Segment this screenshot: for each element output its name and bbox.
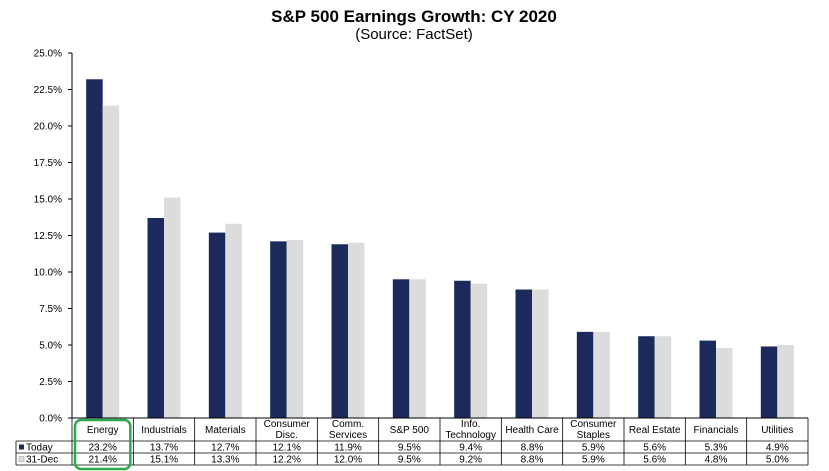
- category-label: Comm.: [332, 419, 364, 430]
- bar-31-dec: [164, 197, 181, 418]
- data-label: 5.9%: [582, 443, 605, 454]
- data-label: 4.9%: [766, 443, 789, 454]
- y-tick-label: 2.5%: [39, 377, 62, 388]
- category-label: Disc.: [276, 430, 298, 441]
- y-tick-label: 12.5%: [34, 231, 62, 242]
- bar-today: [638, 336, 655, 418]
- category-label: Industrials: [141, 425, 187, 436]
- bar-31-dec: [225, 223, 242, 418]
- bar-31-dec: [777, 345, 794, 418]
- bar-31-dec: [102, 105, 120, 418]
- legend-series-label: 31-Dec: [26, 455, 58, 466]
- category-label: Consumer: [570, 419, 617, 430]
- bar-31-dec: [348, 242, 365, 418]
- bar-today: [576, 331, 594, 418]
- bar-today: [760, 346, 778, 418]
- chart-subtitle: (Source: FactSet): [355, 26, 473, 43]
- y-tick-label: 10.0%: [34, 268, 62, 279]
- data-label: 12.7%: [211, 443, 239, 454]
- data-label: 9.5%: [398, 455, 421, 466]
- bar-today: [454, 280, 471, 418]
- category-label: Consumer: [264, 419, 311, 430]
- data-label: 8.8%: [521, 455, 544, 466]
- category-label: Materials: [205, 425, 246, 436]
- y-tick-label: 7.5%: [39, 304, 62, 315]
- bar-31-dec: [593, 331, 610, 418]
- data-label: 12.0%: [334, 455, 362, 466]
- axes: [71, 53, 808, 419]
- bars: [86, 79, 794, 418]
- data-table: Energy Industrials MaterialsConsumerDisc.C…: [15, 418, 809, 466]
- data-label: 5.6%: [643, 443, 666, 454]
- category-label: Services: [329, 430, 367, 441]
- data-label: 5.3%: [705, 443, 728, 454]
- category-label: Health Care: [505, 425, 559, 436]
- data-label: 12.1%: [272, 443, 300, 454]
- bar-today: [392, 279, 410, 418]
- legend-series-label: Today: [26, 443, 53, 454]
- category-label: Financials: [693, 425, 738, 436]
- bar-31-dec: [716, 347, 733, 418]
- bar-31-dec: [532, 289, 549, 418]
- category-label: Info.: [461, 419, 480, 430]
- bar-today: [270, 241, 287, 418]
- bar-today: [147, 217, 164, 418]
- bar-today: [208, 232, 226, 418]
- bar-31-dec: [654, 336, 672, 418]
- data-label: 9.2%: [459, 455, 482, 466]
- data-label: 12.2%: [272, 455, 300, 466]
- bar-today: [699, 340, 716, 418]
- category-label: S&P 500: [390, 425, 430, 436]
- data-label: 9.4%: [459, 443, 482, 454]
- data-label: 9.5%: [398, 443, 421, 454]
- data-label: 13.7%: [150, 443, 178, 454]
- data-label: 5.9%: [582, 455, 605, 466]
- data-label: 21.4%: [88, 455, 116, 466]
- y-tick-label: 25.0%: [34, 49, 62, 60]
- data-label: 5.6%: [643, 455, 666, 466]
- category-label: Energy: [87, 425, 119, 436]
- y-tick-label: 0.0%: [39, 414, 62, 425]
- data-label: 13.3%: [211, 455, 239, 466]
- data-label: 23.2%: [88, 443, 116, 454]
- data-label: 5.0%: [766, 455, 789, 466]
- y-tick-label: 5.0%: [39, 341, 62, 352]
- category-label: Utilities: [761, 425, 793, 436]
- highlight-box-energy: [73, 418, 132, 471]
- highlight-box: [73, 418, 132, 471]
- chart-title: S&P 500 Earnings Growth: CY 2020: [271, 7, 557, 26]
- bar-31-dec: [409, 279, 426, 418]
- legend-swatch-31-dec: [18, 456, 25, 462]
- y-tick-label: 17.5%: [34, 158, 62, 169]
- bar-today: [86, 79, 103, 418]
- data-label: 4.8%: [705, 455, 728, 466]
- bar-31-dec: [286, 239, 304, 418]
- category-label: Real Estate: [629, 425, 681, 436]
- data-label: 11.9%: [334, 443, 362, 454]
- y-tick-label: 22.5%: [34, 85, 62, 96]
- y-axis-ticks: 0.0% 2.5% 5.0% 7.5% 10.0% 12.5% 15.0% 17.5% 20.0…: [34, 49, 72, 425]
- bar-31-dec: [470, 283, 488, 418]
- data-label: 15.1%: [150, 455, 178, 466]
- bar-today: [515, 289, 532, 418]
- y-tick-label: 15.0%: [34, 195, 62, 206]
- category-label: Technology: [445, 430, 496, 441]
- y-tick-label: 20.0%: [34, 122, 62, 133]
- category-label: Staples: [577, 430, 610, 441]
- data-label: 8.8%: [521, 443, 544, 454]
- bar-today: [331, 244, 348, 418]
- legend-swatch-today: [19, 444, 24, 450]
